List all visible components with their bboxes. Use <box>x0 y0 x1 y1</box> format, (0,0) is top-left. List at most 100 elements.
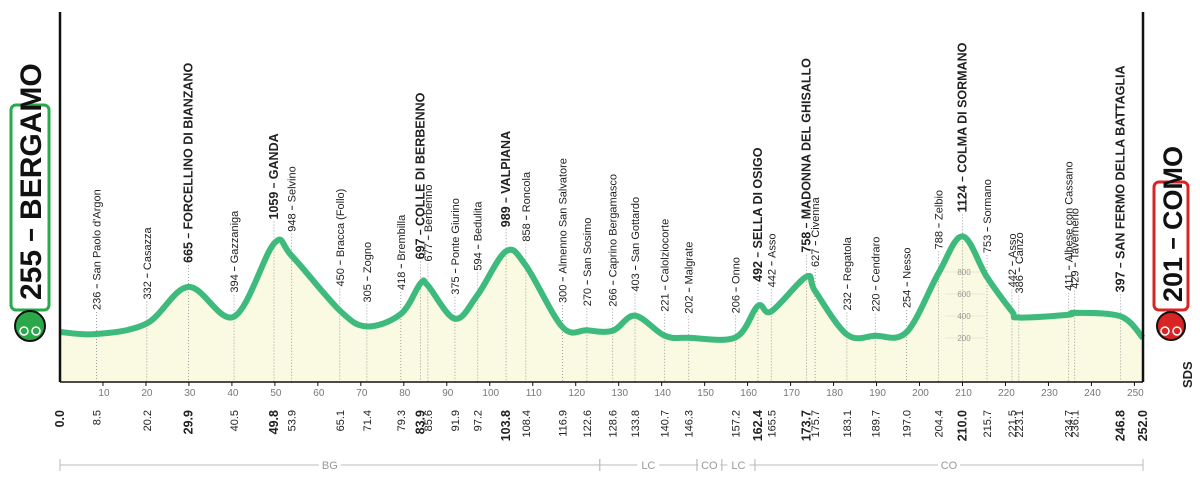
km-label-group: 223.1 <box>1014 410 1026 438</box>
waypoint-label-altitude: 594 <box>473 252 485 270</box>
waypoint-label-altitude: 266 <box>608 288 620 306</box>
km-label: 183.1 <box>842 410 854 438</box>
waypoint-label-name: Cendraro <box>870 237 882 283</box>
km-label: 246.8 <box>1114 410 1128 441</box>
x-tick-label: 240 <box>1084 388 1101 399</box>
waypoint-label-altitude: 403 <box>630 273 642 291</box>
km-label: 20.2 <box>142 410 154 431</box>
km-label: 215.7 <box>982 410 994 438</box>
waypoint-label-altitude: 232 <box>842 292 854 310</box>
km-label: 189.7 <box>870 410 882 438</box>
finish-label: 201 COMO <box>1158 146 1188 302</box>
km-label-group: 85.6 <box>423 410 435 431</box>
waypoint-label-name: GANDA <box>267 133 281 179</box>
region-label-bg <box>727 459 750 471</box>
logo: SDS <box>1180 361 1195 388</box>
km-label-group: 53.9 <box>287 410 299 431</box>
waypoint-label-altitude: 858 <box>521 223 533 241</box>
waypoint-label-name: SELLA DI OSIGO <box>751 147 765 248</box>
waypoint-label-altitude: 221 <box>660 293 672 311</box>
waypoint-label-altitude: 948 <box>287 213 299 231</box>
km-label: 97.2 <box>473 410 485 431</box>
region-label: CO <box>701 460 718 472</box>
waypoint-label-altitude: 418 <box>396 272 408 290</box>
waypoint-label-name: COLMA DI SORMANO <box>956 42 970 172</box>
km-label-group: 246.8 <box>1114 410 1128 441</box>
km-label-group: 128.6 <box>608 410 620 438</box>
km-label-group: 234.7 <box>1064 410 1076 438</box>
km-label-group: 91.9 <box>450 410 462 431</box>
waypoint-label: 300 Almenno San Salvatore <box>557 158 569 303</box>
waypoint-label-name: Bracca (Follo) <box>335 189 347 257</box>
region-label: LC <box>731 460 745 472</box>
waypoint-label-name: Bedulita <box>473 201 485 242</box>
km-label: 108.4 <box>521 410 533 438</box>
waypoint-label-altitude: 305 <box>362 284 374 302</box>
region-label-bg <box>937 459 960 471</box>
waypoint-label: 677 Berbenno <box>423 184 435 261</box>
waypoint-label-altitude: 254 <box>902 290 914 308</box>
x-tick-label: 180 <box>826 388 843 399</box>
waypoint-label: 594 Bedulita <box>473 201 485 271</box>
x-tick-label: 70 <box>356 388 368 399</box>
waypoint-label-name: Sormano <box>982 179 994 224</box>
waypoint-label: 418 Brembilla <box>396 214 408 290</box>
km-label-group: 0.0 <box>53 410 67 427</box>
x-tick-label: 120 <box>568 388 585 399</box>
waypoint-label: 254 Nesso <box>902 248 914 309</box>
km-label: 116.9 <box>557 410 569 437</box>
waypoint-label-name: Civenna <box>810 196 822 237</box>
region-label-bg <box>698 459 721 471</box>
km-label: 140.7 <box>660 410 672 438</box>
km-label-group: 197.0 <box>902 410 914 438</box>
x-tick-label: 130 <box>611 388 628 399</box>
km-label-group: 116.9 <box>557 410 569 437</box>
waypoint-label-name: Brembilla <box>396 214 408 261</box>
y-tick-label: 600 <box>957 290 971 299</box>
km-label-group: 204.4 <box>933 410 945 438</box>
waypoint-label-altitude: 442 <box>766 269 778 287</box>
km-label: 175.7 <box>810 410 822 438</box>
waypoint-label-name: VALPIANA <box>499 131 513 194</box>
waypoint-label-name: Zelbio <box>933 190 945 220</box>
profile-area <box>60 236 1143 382</box>
x-tick-label: 80 <box>399 388 411 399</box>
x-tick-label: 100 <box>482 388 499 399</box>
y-tick-label: 400 <box>957 312 971 321</box>
waypoint-label-altitude: 677 <box>423 243 435 261</box>
start-label-altitude: 255 <box>15 250 48 300</box>
y-tick-label: 200 <box>957 334 971 343</box>
x-tick-label: 140 <box>654 388 671 399</box>
waypoint-label: 403 San Gottardo <box>630 197 642 292</box>
x-tick-label: 30 <box>184 388 196 399</box>
waypoint-label-altitude: 450 <box>335 268 347 286</box>
waypoint-label-name: Onno <box>731 257 743 284</box>
waypoint-label-name: Albese con Cassano <box>1064 161 1076 262</box>
waypoint-label-altitude: 665 <box>181 242 195 263</box>
waypoint-label: 411 Albese con Cassano <box>1064 161 1076 290</box>
km-label: 197.0 <box>902 410 914 438</box>
waypoint-label-altitude: 220 <box>870 293 882 311</box>
waypoint-label-name: Berbenno <box>423 184 435 232</box>
km-label-group: 8.5 <box>92 410 104 425</box>
waypoint-label-altitude: 394 <box>229 274 241 292</box>
km-label: 128.6 <box>608 410 620 438</box>
start-icon-wheel <box>31 326 41 336</box>
waypoint-label-altitude: 697 <box>414 238 428 259</box>
waypoint-label: 665 FORCELLINO DI BIANZANO <box>181 63 195 263</box>
waypoint-label-altitude: 202 <box>684 295 696 313</box>
waypoint-label-altitude: 300 <box>557 285 569 303</box>
waypoint-label-name: Gazzaniga <box>229 210 241 263</box>
waypoint-label-altitude: 627 <box>810 249 822 267</box>
waypoint-label: 788 Zelbio <box>933 190 945 249</box>
km-label-group: 122.6 <box>582 410 594 438</box>
waypoint-label: 394 Gazzaniga <box>229 210 241 293</box>
km-label-group: 97.2 <box>473 410 485 431</box>
waypoint-label: 948 Selvino <box>287 166 299 231</box>
km-label: 91.9 <box>450 410 462 431</box>
km-label: 146.3 <box>684 410 696 438</box>
waypoint-label-name: Tavernerio <box>1070 208 1082 259</box>
km-label: 165.5 <box>766 410 778 438</box>
waypoint-label: 232 Regatola <box>842 236 854 310</box>
